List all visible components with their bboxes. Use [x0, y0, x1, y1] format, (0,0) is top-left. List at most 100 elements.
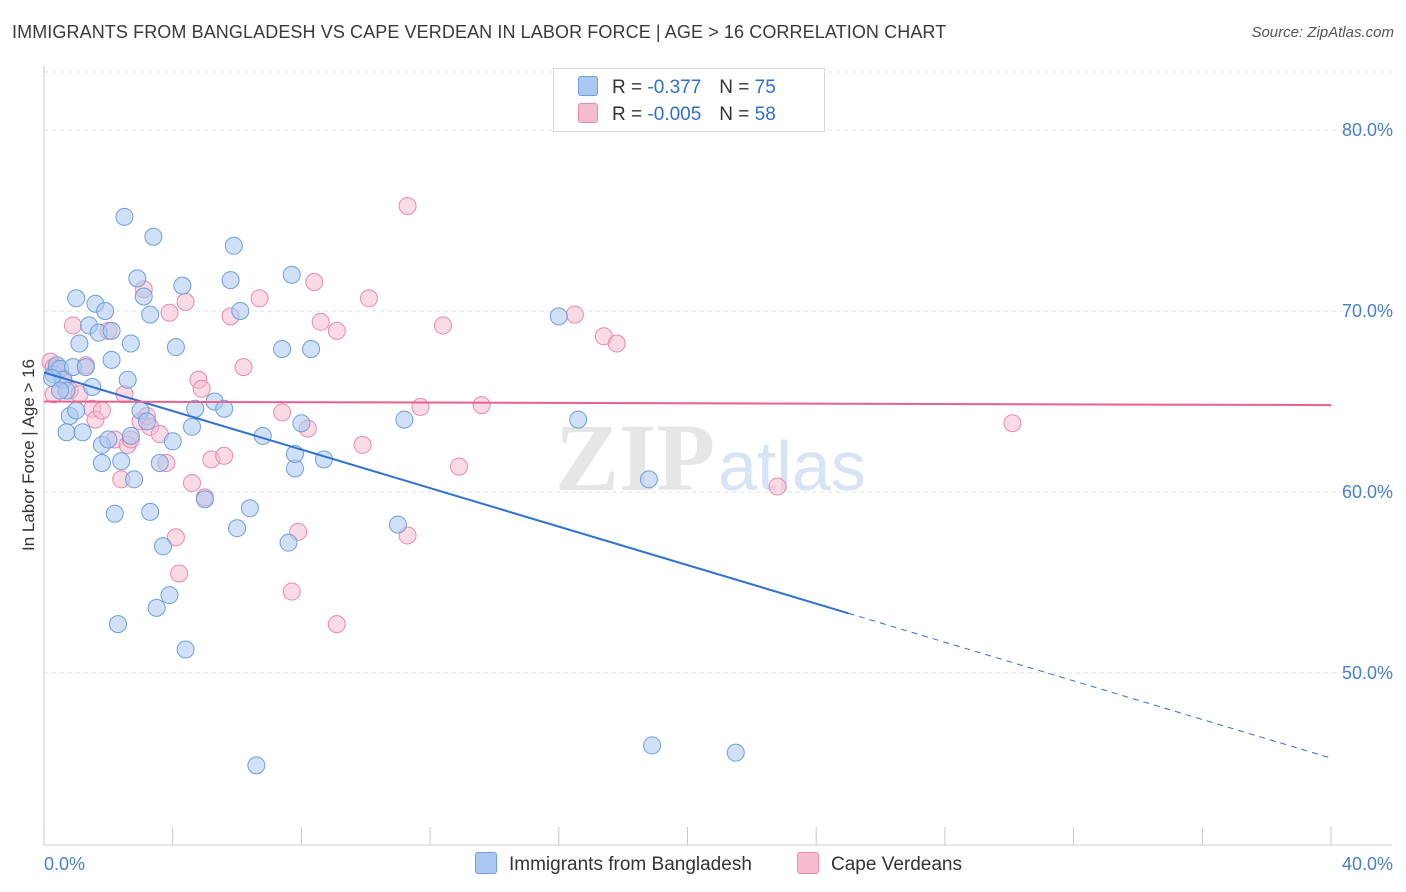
bangladesh-point — [388, 515, 407, 534]
bottom-legend-label: Cape Verdeans — [831, 854, 962, 875]
cape-verdean-point — [282, 582, 301, 601]
cape-verdean-point — [607, 334, 626, 353]
bangladesh-trend-line — [43, 371, 849, 615]
bangladesh-point — [282, 265, 301, 284]
legend-r-value: -0.005 — [647, 104, 702, 125]
cape-verdean-point — [273, 403, 292, 422]
cape-verdean-point — [359, 289, 378, 308]
bangladesh-point — [231, 301, 250, 320]
bangladesh-point — [240, 499, 259, 518]
cape-verdean-point — [353, 435, 372, 454]
watermark: ZIP atlas — [555, 404, 866, 511]
cape-verdean-point — [250, 289, 269, 308]
bangladesh-point — [160, 586, 179, 605]
chart-title: IMMIGRANTS FROM BANGLADESH VS CAPE VERDE… — [12, 22, 947, 42]
bangladesh-point — [92, 454, 111, 473]
cape-verdean-point — [565, 305, 584, 324]
bangladesh-points — [43, 207, 745, 775]
legend-n-value: 58 — [754, 104, 776, 125]
bottom-legend-bangladesh: Immigrants from Bangladesh — [475, 852, 752, 876]
bangladesh-point — [147, 598, 166, 617]
bangladesh-point — [134, 287, 153, 306]
bangladesh-point — [141, 502, 160, 521]
cape-verdean-point — [327, 321, 346, 340]
y-axis-label: In Labor Force | Age > 16 — [19, 359, 38, 551]
bangladesh-point — [76, 358, 95, 377]
bottom-legend-swatch-pink — [797, 852, 819, 874]
legend-n-label: N = — [719, 104, 750, 125]
bangladesh-point — [173, 276, 192, 295]
axes — [43, 66, 1392, 846]
x-tick-label-max: 40.0% — [1342, 854, 1393, 874]
watermark-atlas: atlas — [718, 427, 866, 505]
bangladesh-point — [125, 470, 144, 489]
bangladesh-point — [102, 321, 121, 340]
legend-n-value: 75 — [754, 77, 776, 98]
bangladesh-point — [115, 207, 134, 226]
bangladesh-point — [643, 736, 662, 755]
y-tick-label: 50.0% — [1342, 663, 1393, 683]
cape-verdean-point — [234, 358, 253, 377]
legend-row-cape-verdeans: R = -0.005 N = 58 — [578, 103, 776, 127]
bangladesh-point — [150, 454, 169, 473]
bangladesh-point — [247, 756, 266, 775]
cape-verdean-point — [311, 312, 330, 331]
bangladesh-point — [51, 381, 70, 400]
x-tick-label-min: 0.0% — [44, 854, 85, 874]
cape-verdean-point — [327, 615, 346, 634]
cape-verdean-point — [170, 564, 189, 583]
bangladesh-point — [726, 743, 745, 762]
source-label: Source: ZipAtlas.com — [1251, 24, 1394, 41]
cape-verdean-point — [166, 528, 185, 547]
y-tick-label: 70.0% — [1342, 301, 1393, 321]
bangladesh-point — [102, 350, 121, 369]
bangladesh-point — [112, 452, 131, 471]
bangladesh-point — [70, 334, 89, 353]
bottom-legend-swatch-blue — [475, 852, 497, 874]
cape-verdean-point — [450, 457, 469, 476]
bangladesh-point — [176, 640, 195, 659]
legend-r-label: R = — [612, 77, 643, 98]
bangladesh-point — [121, 426, 140, 445]
bangladesh-point — [67, 289, 86, 308]
trend-lines — [43, 371, 1332, 759]
cape-verdean-point — [433, 316, 452, 335]
bangladesh-point — [141, 305, 160, 324]
bangladesh-point — [224, 236, 243, 255]
legend-n-label: N = — [719, 77, 750, 98]
bangladesh-point — [67, 401, 86, 420]
bangladesh-point — [215, 399, 234, 418]
bangladesh-point — [109, 615, 128, 634]
bangladesh-point — [163, 432, 182, 451]
cape-verdean-point — [1003, 414, 1022, 433]
bangladesh-point — [73, 423, 92, 442]
cape-verdean-trend-line — [43, 400, 1332, 407]
bangladesh-point — [99, 430, 118, 449]
bangladesh-point — [292, 414, 311, 433]
bangladesh-point — [549, 307, 568, 326]
bangladesh-point — [195, 490, 214, 509]
bangladesh-trend-extension — [848, 612, 1332, 759]
cape-verdean-point — [305, 272, 324, 291]
bangladesh-point — [121, 334, 140, 353]
cape-verdean-point — [183, 473, 202, 492]
bangladesh-point — [273, 339, 292, 358]
cape-verdean-point — [92, 401, 111, 420]
cape-verdean-point — [768, 477, 787, 496]
cape-verdean-point — [215, 446, 234, 465]
y-tick-label: 80.0% — [1342, 120, 1393, 140]
cape-verdean-point — [160, 303, 179, 322]
bangladesh-point — [137, 412, 156, 431]
bangladesh-point — [166, 338, 185, 357]
bottom-legend-label: Immigrants from Bangladesh — [509, 854, 752, 875]
bangladesh-point — [118, 370, 137, 389]
bangladesh-point — [221, 271, 240, 290]
cape-verdean-point — [411, 397, 430, 416]
legend-swatch-blue — [578, 76, 598, 96]
bangladesh-point — [183, 417, 202, 436]
bangladesh-point — [302, 339, 321, 358]
legend-r-value: -0.377 — [647, 77, 702, 98]
bangladesh-point — [144, 227, 163, 246]
legend-row-bangladesh: R = -0.377 N = 75 — [578, 76, 776, 100]
